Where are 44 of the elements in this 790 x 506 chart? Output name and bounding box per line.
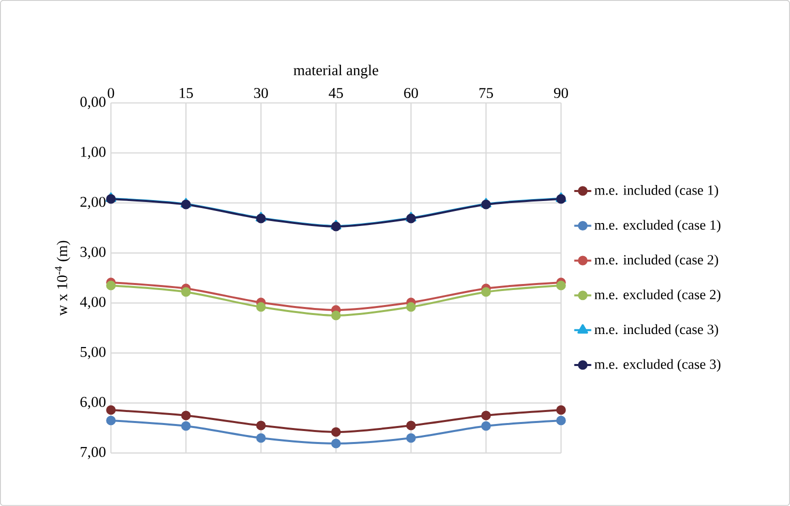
y-tick-label: 0,00	[80, 96, 106, 110]
x-tick-label: 75	[480, 88, 493, 98]
x-tick-label: 45	[328, 88, 343, 98]
point	[256, 420, 266, 430]
x-tick-label: 0	[108, 88, 114, 98]
y-tick-label: 2,00	[80, 196, 106, 210]
y-tick-label: 1,00	[81, 146, 106, 160]
y-axis-title: w x 10$^{-4}$ (m)	[54, 240, 70, 316]
point	[406, 302, 416, 312]
y-tick-label: 4,00	[80, 296, 106, 310]
point	[181, 287, 191, 297]
x-tick-label: 60	[404, 88, 418, 98]
point	[481, 410, 491, 420]
point	[181, 410, 191, 420]
point	[106, 405, 116, 415]
x-tick-label: 90	[554, 88, 568, 98]
point	[406, 433, 416, 443]
legend-label: m.e. excluded (case 1)	[594, 220, 720, 233]
y-tick-label: 5,00	[80, 346, 106, 360]
point	[406, 420, 416, 430]
y-tick-label: 7,00	[80, 446, 106, 460]
y-tick-label: 3,00	[80, 246, 106, 260]
legend-label: m.e. excluded (case 2)	[594, 289, 720, 302]
point	[181, 421, 191, 431]
x-tick-label: 15	[180, 88, 193, 98]
point	[556, 416, 566, 426]
point	[481, 287, 491, 297]
point	[481, 421, 491, 431]
point	[256, 433, 266, 443]
legend-label: m.e. excluded (case 3)	[594, 359, 720, 372]
point	[106, 280, 116, 290]
legend-label: m.e. included (case 3)	[594, 324, 718, 338]
point	[331, 310, 341, 320]
point	[556, 280, 566, 290]
x-axis-title: material angle	[294, 64, 378, 78]
legend-label: m.e. included (case 1)	[594, 185, 718, 198]
point	[256, 302, 266, 312]
point	[331, 438, 341, 448]
x-tick-label: 30	[254, 88, 268, 98]
point	[556, 405, 566, 415]
point	[106, 416, 116, 426]
y-tick-label: 6,00	[80, 396, 106, 410]
point	[331, 427, 341, 437]
legend-label: m.e. included (case 2)	[594, 254, 718, 268]
